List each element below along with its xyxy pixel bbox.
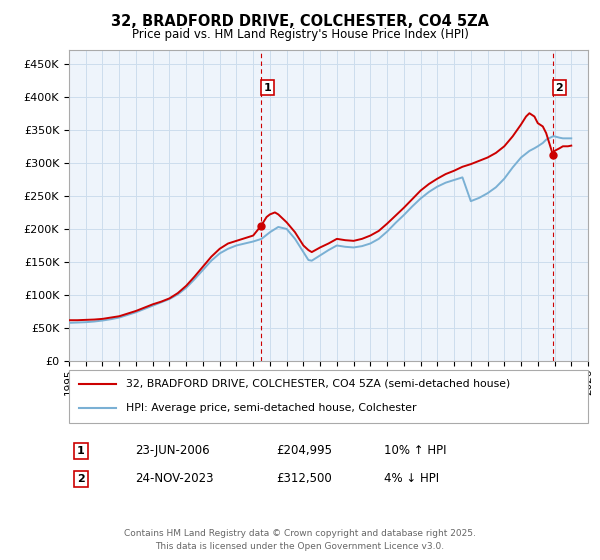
Text: £204,995: £204,995 [276, 444, 332, 458]
Text: 2: 2 [556, 83, 563, 93]
Text: 4% ↓ HPI: 4% ↓ HPI [384, 472, 439, 486]
Text: £312,500: £312,500 [276, 472, 332, 486]
Text: 32, BRADFORD DRIVE, COLCHESTER, CO4 5ZA (semi-detached house): 32, BRADFORD DRIVE, COLCHESTER, CO4 5ZA … [126, 379, 511, 389]
Text: 23-JUN-2006: 23-JUN-2006 [135, 444, 209, 458]
Text: 1: 1 [77, 446, 85, 456]
Text: 24-NOV-2023: 24-NOV-2023 [135, 472, 214, 486]
Text: 32, BRADFORD DRIVE, COLCHESTER, CO4 5ZA: 32, BRADFORD DRIVE, COLCHESTER, CO4 5ZA [111, 14, 489, 29]
FancyBboxPatch shape [69, 370, 588, 423]
Text: Price paid vs. HM Land Registry's House Price Index (HPI): Price paid vs. HM Land Registry's House … [131, 28, 469, 41]
Text: 10% ↑ HPI: 10% ↑ HPI [384, 444, 446, 458]
Text: HPI: Average price, semi-detached house, Colchester: HPI: Average price, semi-detached house,… [126, 403, 416, 413]
Text: 1: 1 [264, 83, 271, 93]
Text: Contains HM Land Registry data © Crown copyright and database right 2025.
This d: Contains HM Land Registry data © Crown c… [124, 529, 476, 550]
Text: 2: 2 [77, 474, 85, 484]
